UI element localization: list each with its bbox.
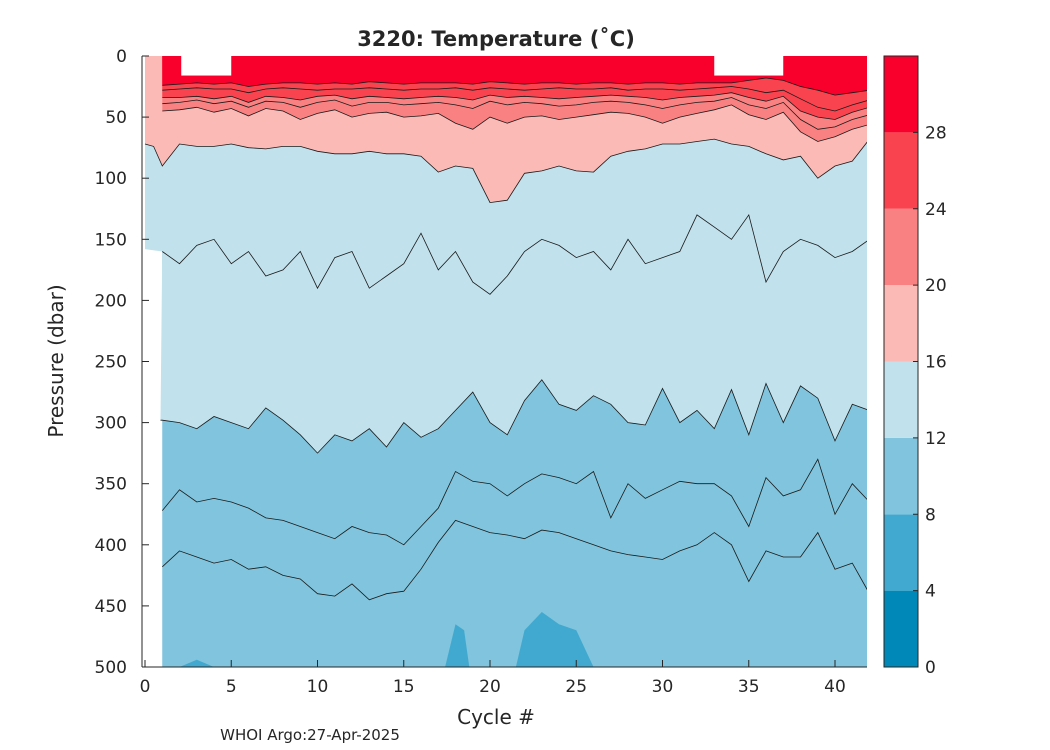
x-tick-label: 0: [140, 677, 151, 697]
x-tick-label: 10: [307, 677, 329, 697]
colorbar-band: [884, 208, 918, 286]
chart-title: 3220: Temperature (˚C): [357, 27, 635, 51]
band-12-16: [145, 56, 867, 454]
band-4-8-patch: [445, 624, 470, 667]
isotherm-10: [161, 458, 867, 546]
x-tick-label: 15: [393, 677, 415, 697]
y-axis-label: Pressure (dbar): [44, 284, 68, 437]
colorbar-tick-label: 20: [925, 276, 947, 296]
colorbar: 0 4 8 12 16 20 24 28: [883, 55, 947, 678]
footer-credit: WHOI Argo:27-Apr-2025: [220, 726, 400, 744]
band-4-8-patch: [179, 659, 214, 667]
y-tick-label: 100: [95, 169, 127, 189]
x-axis-label: Cycle #: [457, 705, 535, 729]
y-tick-label: 400: [95, 536, 127, 556]
isotherm-14: [162, 213, 867, 295]
colorbar-tick-label: 0: [925, 658, 936, 678]
isotherm-26: [162, 86, 867, 112]
axes: 0 5 10 15 20 25 30 35 40050100150200250300350400…: [95, 47, 867, 697]
plot-area: [142, 56, 867, 667]
isotherm-lines: [144, 77, 867, 601]
colorbar-tick-label: 12: [925, 429, 947, 449]
y-tick-label: 250: [95, 353, 127, 373]
x-tick-label: 5: [226, 677, 237, 697]
band-4-8-patch: [515, 612, 594, 667]
isotherm-12: [160, 379, 867, 454]
colorbar-band: [884, 285, 918, 362]
colorbar-tick-label: 24: [925, 200, 947, 220]
isotherm-28: [162, 77, 867, 96]
isotherm-16: [144, 138, 867, 204]
no-data-patch: [714, 56, 784, 76]
x-tick-label: 25: [565, 677, 587, 697]
y-tick-label: 450: [95, 597, 127, 617]
y-tick-label: 350: [95, 475, 127, 495]
no-data-patch: [181, 56, 232, 76]
y-tick-label: 50: [105, 108, 127, 128]
isotherm-20: [162, 104, 867, 142]
y-tick-label: 300: [95, 414, 127, 434]
colorbar-tick-label: 4: [925, 582, 936, 602]
isotherm-24: [162, 92, 867, 120]
isotherm-8: [162, 519, 867, 601]
colorbar-band: [884, 514, 918, 591]
isotherm-22: [162, 97, 867, 130]
y-tick-label: 500: [95, 658, 127, 678]
x-tick-label: 20: [479, 677, 501, 697]
y-tick-label: 200: [95, 291, 127, 311]
colorbar-tick-label: 16: [925, 353, 947, 373]
colorbar-tick-label: 8: [925, 505, 936, 525]
y-tick-label: 150: [95, 230, 127, 250]
colorbar-band: [884, 590, 918, 667]
colorbar-band: [884, 437, 918, 515]
colorbar-band: [884, 56, 918, 133]
x-tick-label: 35: [738, 677, 760, 697]
band-28-32: [162, 56, 867, 96]
y-tick-label: 0: [116, 47, 127, 67]
x-tick-label: 30: [652, 677, 674, 697]
x-tick-label: 40: [824, 677, 846, 697]
colorbar-band: [884, 132, 918, 209]
colorbar-tick-label: 28: [925, 123, 947, 143]
colorbar-band: [884, 361, 918, 438]
